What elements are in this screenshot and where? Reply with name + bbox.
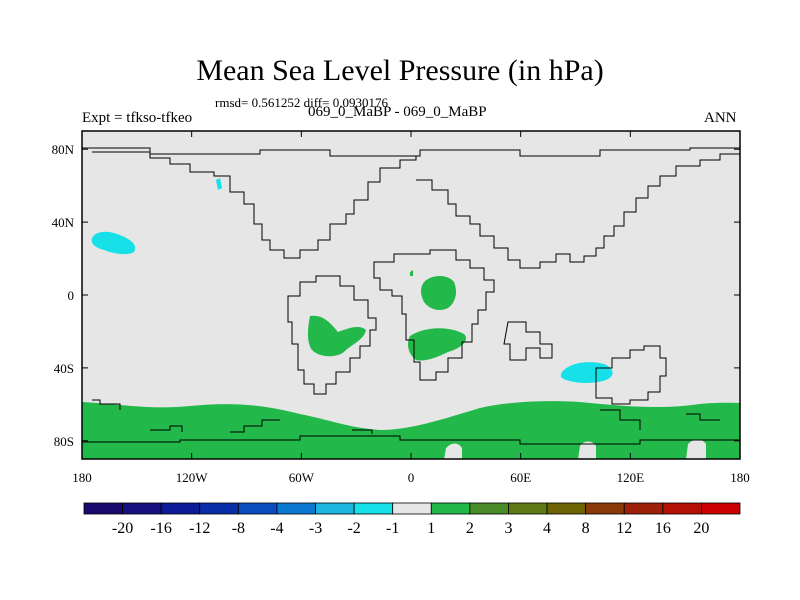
colorbar-label: -1 [386,520,399,537]
coastline-north-america [92,151,417,259]
colorbar-label: 1 [427,520,435,537]
x-tick-label: 120W [176,470,209,485]
colorbar-label: -20 [112,520,133,537]
case-label: 069_0_MaBP - 069_0_MaBP [308,104,487,120]
season-label: ANN [704,110,737,126]
positive-anomaly-southern-ocean [82,401,740,459]
colorbar-swatch [122,502,162,515]
colorbar-swatch [160,502,201,515]
negative-anomaly-south-indian-ocean [560,362,613,383]
positive-anomaly-south-america [308,315,366,357]
negative-anomaly-north-pacific [91,231,136,255]
coastline-antarctic-inner [92,399,720,434]
colorbar-label: 4 [543,520,551,537]
colorbar-swatch [83,502,123,515]
coastline-arctic-rim [82,147,740,157]
coastline-maritime-continent [503,321,553,361]
colorbar-label: 8 [582,520,590,537]
colorbar-label: -16 [151,520,172,537]
colorbar-label: -2 [347,520,360,537]
x-tick-label: 180 [72,470,92,485]
positive-anomaly-central-africa [421,276,456,310]
colorbar-label: 20 [693,520,709,537]
x-tick-label: 180 [730,470,750,485]
colorbar-swatch [546,502,587,515]
x-tick-label: 60W [289,470,315,485]
y-tick-label: 40N [52,215,75,230]
colorbar-swatch [430,502,471,515]
colorbar-swatch [701,502,741,515]
experiment-label: Expt = tfkso-tfkeo [82,110,193,126]
colorbar-swatch [469,502,509,515]
colorbar-swatch [237,502,278,515]
positive-anomaly-west-africa [410,270,413,276]
colorbar-label: 12 [616,520,632,537]
colorbar-label: -4 [270,520,283,537]
y-tick-label: 80N [52,142,75,157]
coastline-south-america [287,275,377,395]
coastline-australia [595,345,667,405]
coastline-antarctica [82,435,740,445]
colorbar-swatch [353,502,394,515]
colorbar-swatch [199,502,239,515]
colorbar: -20 -16 -12 -8 -4 -3 -2 -1 1 2 3 4 8 12 16 20 [83,502,741,537]
contour-fields [82,178,740,459]
y-tick-label: 80S [54,434,74,449]
colorbar-swatch [585,502,625,515]
colorbar-label: -12 [189,520,210,537]
colorbar-swatch [508,502,548,515]
x-tick-label: 60E [510,470,531,485]
x-tick-label: 0 [408,470,415,485]
coastline-africa [373,249,495,381]
stats-label: rmsd= 0.561252 diff= 0.0930176 [215,95,388,110]
colorbar-swatch [315,502,355,515]
coastline-eurasia [416,153,740,269]
coastlines [82,147,740,445]
x-tick-label: 120E [617,470,645,485]
colorbar-label: -3 [309,520,322,537]
colorbar-label: -8 [232,520,245,537]
colorbar-label: 2 [466,520,474,537]
y-tick-label: 0 [68,288,75,303]
colorbar-swatch [392,502,432,515]
y-tick-label: 40S [54,361,74,376]
axis-ticks: 180 120W 60W 0 60E 120E 180 80N 40N 0 40S 80S [52,131,750,485]
chart-title: Mean Sea Level Pressure (in hPa) [196,54,604,87]
colorbar-label: 16 [655,520,671,537]
positive-anomaly-southern-africa [408,328,467,361]
colorbar-swatch [662,502,702,515]
colorbar-swatch [623,502,664,515]
colorbar-swatch [276,502,316,515]
negative-anomaly-north-america [216,178,222,190]
colorbar-label: 3 [504,520,512,537]
